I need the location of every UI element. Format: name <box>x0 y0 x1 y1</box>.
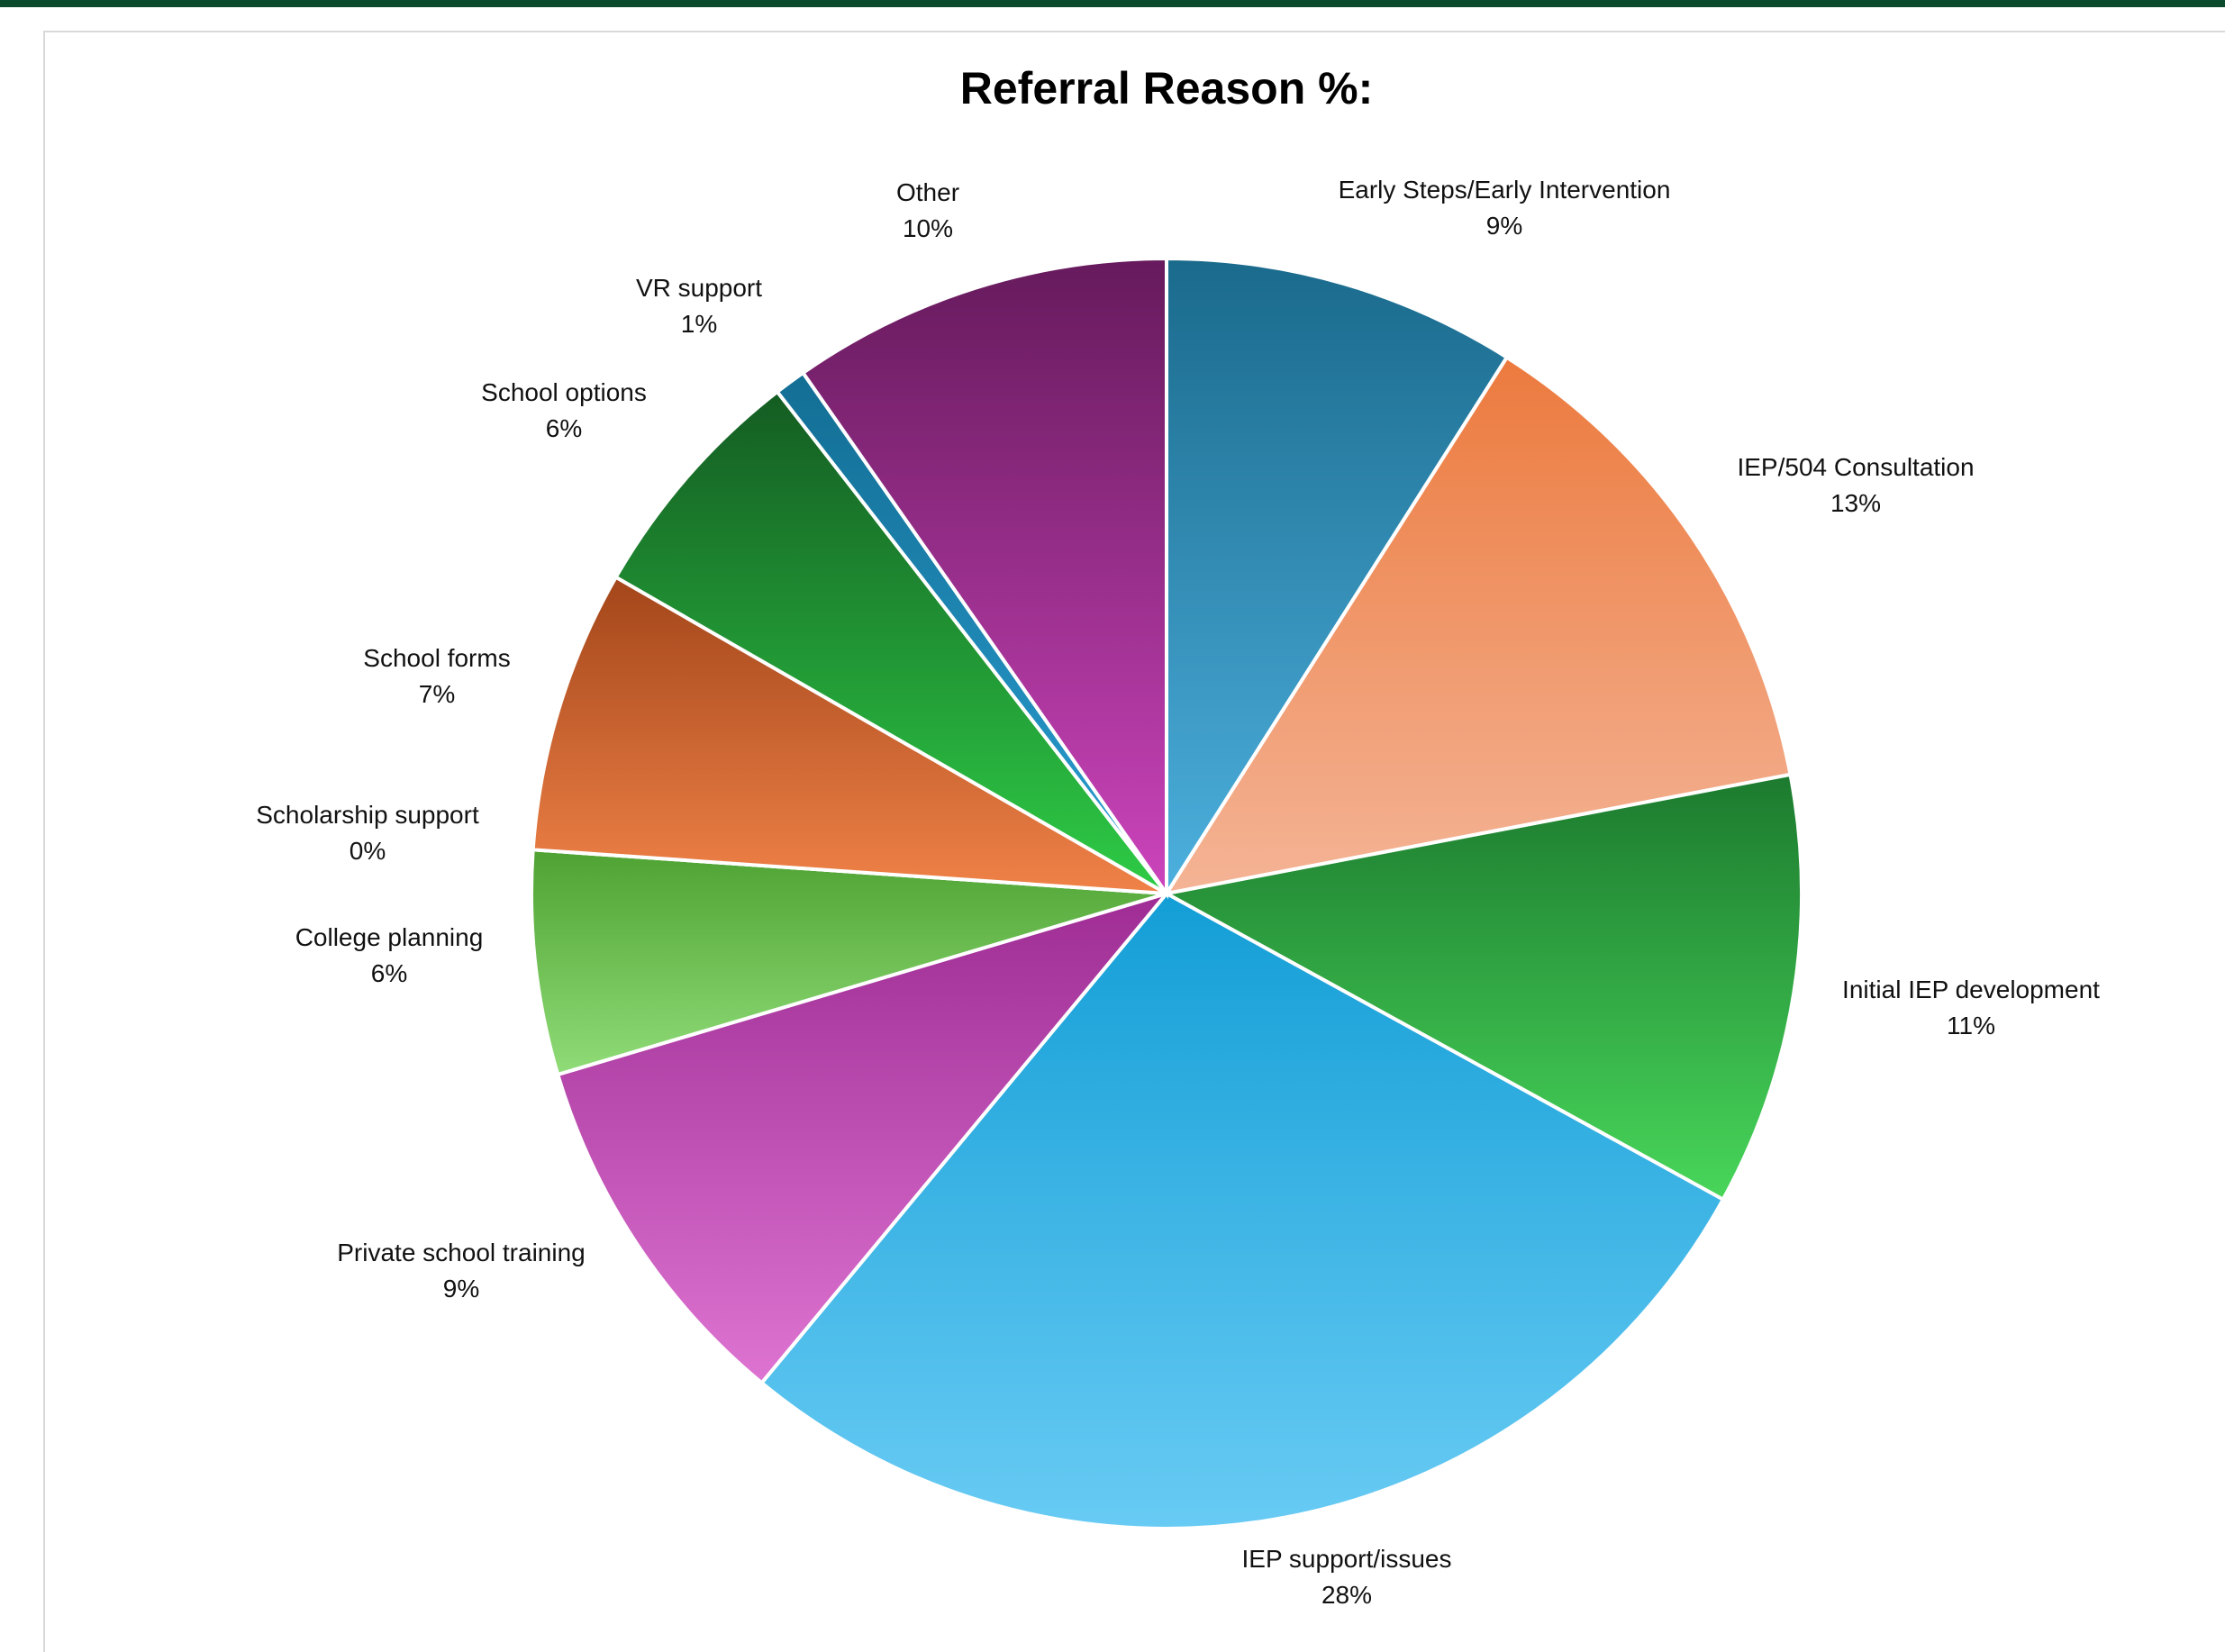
slice-percent-early-steps-early-intervention: 9% <box>1486 212 1522 240</box>
pie-slice-school-options <box>613 389 1168 895</box>
slice-label-school-forms: School forms <box>363 644 510 672</box>
slice-percent-college-planning: 6% <box>371 959 407 987</box>
slice-label-initial-iep-development: Initial IEP development <box>1842 976 2100 1003</box>
slice-label-iep-504-consultation: IEP/504 Consultation <box>1737 453 1974 481</box>
slice-label-early-steps-early-intervention: Early Steps/Early Intervention <box>1339 176 1671 204</box>
slice-label-college-planning: College planning <box>295 923 484 951</box>
slice-label-school-options: School options <box>481 378 647 406</box>
slice-label-iep-support-issues: IEP support/issues <box>1242 1545 1452 1573</box>
slice-percent-iep-504-consultation: 13% <box>1830 489 1881 517</box>
slice-label-private-school-training: Private school training <box>337 1239 585 1266</box>
pie-slice-private-school-training <box>555 890 1172 1386</box>
pie-slice-iep-support-issues <box>758 891 1726 1530</box>
chart-title: Referral Reason %: <box>960 63 1374 113</box>
pie-labels: Early Steps/Early Intervention 9% IEP/504 … <box>256 176 2100 1609</box>
slice-percent-scholarship-support: 0% <box>350 837 386 865</box>
pie-slice-other <box>800 256 1168 900</box>
pie-slices <box>530 256 1803 1530</box>
slice-label-vr-support: VR support <box>636 274 762 302</box>
slice-percent-other: 10% <box>903 214 953 242</box>
slice-percent-private-school-training: 9% <box>443 1275 479 1303</box>
top-accent-bar <box>0 0 2225 7</box>
slice-percent-initial-iep-development: 11% <box>1947 1012 1995 1039</box>
pie-slice-initial-iep-development <box>1161 772 1803 1203</box>
slice-percent-school-options: 6% <box>546 414 582 442</box>
pie-slice-early-steps-early-intervention <box>1165 256 1510 900</box>
slice-percent-iep-support-issues: 28% <box>1321 1581 1372 1609</box>
pie-slice-college-planning <box>530 848 1167 1077</box>
pie-slice-iep-504-consultation <box>1162 354 1793 896</box>
slice-percent-vr-support: 1% <box>681 310 717 338</box>
pie-slice-school-forms <box>531 575 1167 895</box>
slice-label-scholarship-support: Scholarship support <box>256 801 479 829</box>
slice-label-other: Other <box>896 178 959 206</box>
slice-percent-school-forms: 7% <box>419 680 455 708</box>
